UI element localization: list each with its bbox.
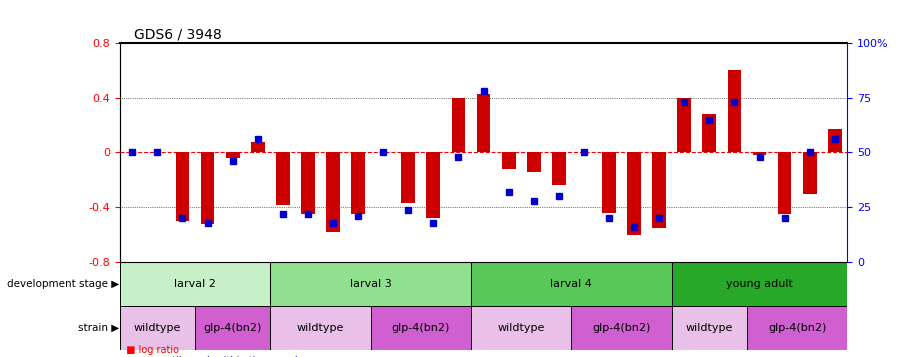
Text: ■ log ratio: ■ log ratio bbox=[120, 345, 179, 355]
FancyBboxPatch shape bbox=[120, 262, 270, 306]
Bar bbox=[703, 114, 717, 152]
FancyBboxPatch shape bbox=[747, 306, 847, 350]
Text: wildtype: wildtype bbox=[685, 323, 733, 333]
Text: strain ▶: strain ▶ bbox=[78, 323, 120, 333]
Bar bbox=[828, 129, 842, 152]
Bar bbox=[803, 152, 817, 193]
Bar bbox=[326, 152, 340, 232]
FancyBboxPatch shape bbox=[671, 306, 747, 350]
Bar bbox=[301, 152, 315, 214]
Bar bbox=[677, 98, 691, 152]
FancyBboxPatch shape bbox=[471, 262, 671, 306]
Text: larval 3: larval 3 bbox=[350, 279, 391, 289]
Bar bbox=[552, 152, 565, 185]
FancyBboxPatch shape bbox=[571, 306, 671, 350]
Bar bbox=[351, 152, 365, 214]
Bar bbox=[176, 152, 190, 221]
Bar bbox=[777, 152, 791, 214]
FancyBboxPatch shape bbox=[195, 306, 270, 350]
Bar bbox=[527, 152, 541, 172]
Bar bbox=[201, 152, 215, 224]
Text: wildtype: wildtype bbox=[497, 323, 545, 333]
Bar bbox=[602, 152, 616, 213]
Bar bbox=[477, 94, 490, 152]
Bar bbox=[502, 152, 516, 169]
Text: glp-4(bn2): glp-4(bn2) bbox=[592, 323, 651, 333]
Bar bbox=[426, 152, 440, 218]
FancyBboxPatch shape bbox=[120, 306, 195, 350]
Text: larval 4: larval 4 bbox=[551, 279, 592, 289]
Bar bbox=[402, 152, 415, 203]
Text: development stage ▶: development stage ▶ bbox=[7, 279, 120, 289]
Bar bbox=[276, 152, 290, 205]
FancyBboxPatch shape bbox=[370, 306, 471, 350]
Bar bbox=[652, 152, 666, 228]
Text: GDS6 / 3948: GDS6 / 3948 bbox=[134, 28, 222, 42]
Bar bbox=[451, 98, 465, 152]
FancyBboxPatch shape bbox=[471, 306, 571, 350]
Bar bbox=[752, 152, 766, 155]
Text: wildtype: wildtype bbox=[297, 323, 344, 333]
Text: wildtype: wildtype bbox=[134, 323, 181, 333]
FancyBboxPatch shape bbox=[270, 306, 370, 350]
FancyBboxPatch shape bbox=[270, 262, 471, 306]
Text: ■ percentile rank within the sample: ■ percentile rank within the sample bbox=[120, 356, 303, 357]
FancyBboxPatch shape bbox=[671, 262, 847, 306]
Text: glp-4(bn2): glp-4(bn2) bbox=[768, 323, 826, 333]
Text: glp-4(bn2): glp-4(bn2) bbox=[204, 323, 262, 333]
Bar bbox=[226, 152, 239, 158]
Text: glp-4(bn2): glp-4(bn2) bbox=[391, 323, 450, 333]
Bar bbox=[627, 152, 641, 235]
Bar bbox=[251, 141, 264, 152]
Text: young adult: young adult bbox=[726, 279, 793, 289]
Text: larval 2: larval 2 bbox=[174, 279, 216, 289]
Bar bbox=[728, 70, 741, 152]
